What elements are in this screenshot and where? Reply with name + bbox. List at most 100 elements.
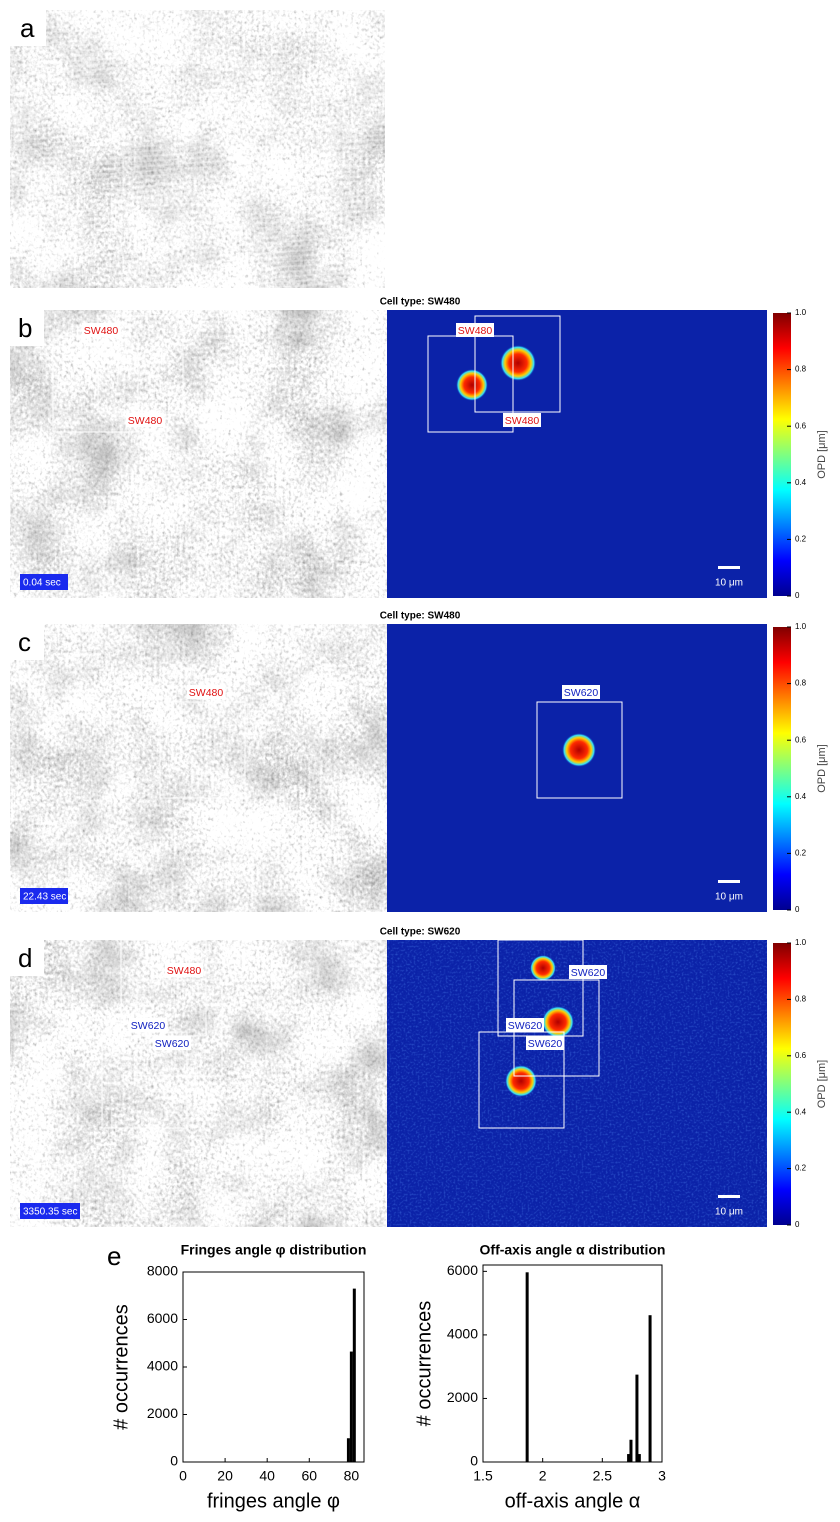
panel-title: Cell type: SW480 [380, 297, 461, 308]
cell-tag: SW620 [131, 1020, 166, 1032]
colorbar-tick-label: 1.0 [795, 938, 807, 947]
cell [542, 1006, 574, 1038]
cell-tag: SW620 [564, 687, 599, 699]
x-tick-label: 0 [179, 1468, 187, 1484]
bright-field-image [10, 310, 387, 598]
cell-tag: SW620 [528, 1038, 563, 1050]
scale-bar [718, 1195, 740, 1198]
scale-label: 10 μm [715, 892, 743, 903]
y-tick-label: 6000 [147, 1310, 178, 1326]
x-tick-label: 2 [539, 1468, 547, 1484]
scale-bar [718, 566, 740, 569]
panel-title: Cell type: SW620 [380, 927, 461, 938]
bar [350, 1352, 353, 1462]
cell-tag: SW480 [458, 325, 493, 337]
scale-label: 10 μm [715, 578, 743, 589]
x-tick-label: 40 [259, 1468, 275, 1484]
y-tick-label: 2000 [147, 1405, 178, 1421]
y-tick-label: 4000 [447, 1326, 478, 1342]
x-tick-label: 2.5 [593, 1468, 613, 1484]
chart-title: Fringes angle φ distribution [181, 1242, 367, 1258]
bar [347, 1438, 350, 1462]
colorbar-tick-label: 0 [795, 591, 800, 600]
y-tick-label: 6000 [447, 1262, 478, 1278]
scale-label: 10 μm [715, 1207, 743, 1218]
x-tick-label: 60 [301, 1468, 317, 1484]
x-tick-label: 1.5 [473, 1468, 493, 1484]
cell-tag: SW480 [84, 325, 119, 337]
y-tick-label: 8000 [147, 1263, 178, 1279]
chart-title: Off-axis angle α distribution [480, 1242, 666, 1258]
panel-label: d [18, 943, 32, 973]
colorbar-tick-label: 0.6 [795, 1051, 807, 1060]
cell [530, 955, 556, 981]
figure: a e Cell type: SW480 b SW480 SW480 SW480 SW48… [0, 0, 840, 1517]
bar [649, 1315, 652, 1462]
colorbar-tick-label: 0 [795, 1220, 800, 1229]
bar [353, 1289, 356, 1462]
x-tick-label: 3 [658, 1468, 666, 1484]
panel-label: b [18, 313, 32, 343]
colorbar-label: OPD [μm] [816, 430, 828, 479]
colorbar-tick-label: 1.0 [795, 622, 807, 631]
panel-title: Cell type: SW480 [380, 611, 461, 622]
cell [562, 733, 596, 767]
cell-tag: SW480 [167, 965, 202, 977]
colorbar-label: OPD [μm] [816, 1060, 828, 1109]
plot-frame [483, 1265, 662, 1462]
cell-tag: SW620 [508, 1020, 543, 1032]
y-axis-label: # occurrences [110, 1304, 132, 1430]
cell-tag: SW480 [128, 415, 163, 427]
bright-field-image [10, 940, 387, 1227]
colorbar-tick-label: 0.6 [795, 735, 807, 744]
cell [456, 369, 488, 401]
colorbar-tick-label: 0.4 [795, 1107, 807, 1116]
colorbar-tick-label: 0.4 [795, 792, 807, 801]
colorbar-label: OPD [μm] [816, 744, 828, 793]
opd-image [387, 624, 767, 912]
x-axis-label: off-axis angle α [505, 1490, 641, 1512]
opd-image [387, 310, 767, 598]
colorbar-tick-label: 0 [795, 905, 800, 914]
colorbar-tick-label: 1.0 [795, 308, 807, 317]
y-tick-label: 4000 [147, 1358, 178, 1374]
panel-label: e [107, 1241, 121, 1271]
time-label: 0.04 sec [23, 578, 61, 589]
fringe-overlay [10, 10, 385, 288]
colorbar-tick-label: 0.8 [795, 995, 807, 1004]
y-tick-label: 0 [170, 1453, 178, 1469]
colorbar-tick-label: 0.8 [795, 365, 807, 374]
cell-tag: SW480 [505, 415, 540, 427]
colorbar [773, 627, 791, 910]
cell-tag: SW620 [571, 967, 606, 979]
x-tick-label: 80 [344, 1468, 360, 1484]
bar [526, 1272, 529, 1462]
colorbar-tick-label: 0.8 [795, 679, 807, 688]
bar [635, 1375, 638, 1462]
x-axis-label: fringes angle φ [207, 1490, 340, 1512]
x-tick-label: 20 [217, 1468, 233, 1484]
panel-label: a [20, 13, 35, 43]
cell-tag: SW480 [189, 687, 224, 699]
plot-frame [183, 1272, 364, 1462]
opd-noise [387, 940, 767, 1227]
time-label: 3350.35 sec [23, 1207, 78, 1218]
time-label: 22.43 sec [23, 892, 66, 903]
scale-bar [718, 880, 740, 883]
bright-field-image [10, 624, 387, 912]
y-axis-label: # occurrences [413, 1301, 435, 1427]
y-tick-label: 0 [470, 1453, 478, 1469]
colorbar-tick-label: 0.2 [795, 849, 807, 858]
bar [638, 1454, 641, 1462]
colorbar-tick-label: 0.4 [795, 478, 807, 487]
cell [505, 1065, 537, 1097]
panel-label: c [18, 627, 31, 657]
bar [629, 1440, 632, 1462]
colorbar [773, 313, 791, 596]
colorbar [773, 943, 791, 1225]
y-tick-label: 2000 [447, 1389, 478, 1405]
cell [500, 345, 536, 381]
colorbar-tick-label: 0.2 [795, 1164, 807, 1173]
colorbar-tick-label: 0.6 [795, 421, 807, 430]
cell-tag: SW620 [155, 1038, 190, 1050]
